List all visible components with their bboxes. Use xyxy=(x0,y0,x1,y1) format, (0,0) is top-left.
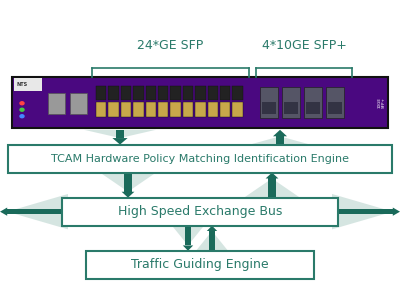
Polygon shape xyxy=(124,173,132,192)
Polygon shape xyxy=(172,226,204,245)
FancyBboxPatch shape xyxy=(62,198,338,226)
Text: High Speed Exchange Bus: High Speed Exchange Bus xyxy=(118,205,282,218)
Polygon shape xyxy=(250,136,310,145)
Bar xyxy=(304,87,322,118)
Polygon shape xyxy=(122,192,134,198)
Bar xyxy=(170,86,181,100)
Bar xyxy=(262,102,276,114)
Bar xyxy=(260,87,278,118)
Polygon shape xyxy=(7,209,68,214)
Bar xyxy=(96,102,106,117)
Text: 4*10GE SFP+: 4*10GE SFP+ xyxy=(262,39,346,52)
Text: TCAM Hardware Policy Matching Identification Engine: TCAM Hardware Policy Matching Identifica… xyxy=(51,154,349,163)
Polygon shape xyxy=(0,208,7,216)
Bar xyxy=(121,86,131,100)
Text: NTS: NTS xyxy=(17,82,28,87)
Bar xyxy=(121,102,131,117)
Polygon shape xyxy=(393,208,400,216)
Text: Traffic Guiding Engine: Traffic Guiding Engine xyxy=(131,258,269,271)
Bar xyxy=(183,102,193,117)
Polygon shape xyxy=(207,226,217,231)
Polygon shape xyxy=(185,226,191,245)
Bar xyxy=(195,102,206,117)
Circle shape xyxy=(20,115,24,118)
Bar xyxy=(146,102,156,117)
Bar xyxy=(133,102,144,117)
Bar xyxy=(282,87,300,118)
Bar xyxy=(195,86,206,100)
Polygon shape xyxy=(112,138,128,145)
Bar xyxy=(220,102,230,117)
Bar xyxy=(96,86,106,100)
Polygon shape xyxy=(266,173,278,178)
Bar xyxy=(170,102,181,117)
FancyBboxPatch shape xyxy=(8,145,392,173)
Bar xyxy=(232,86,243,100)
Bar xyxy=(108,86,119,100)
Bar xyxy=(158,102,168,117)
Polygon shape xyxy=(183,245,193,251)
Polygon shape xyxy=(268,178,276,198)
FancyBboxPatch shape xyxy=(86,251,314,279)
Polygon shape xyxy=(244,178,300,198)
FancyBboxPatch shape xyxy=(12,77,388,128)
Bar xyxy=(183,86,193,100)
Polygon shape xyxy=(209,231,215,251)
Bar xyxy=(158,86,168,100)
Bar xyxy=(48,93,65,114)
Polygon shape xyxy=(100,173,156,192)
Circle shape xyxy=(20,108,24,111)
Bar xyxy=(70,93,87,114)
Bar xyxy=(208,86,218,100)
Bar xyxy=(133,86,144,100)
Polygon shape xyxy=(84,130,156,138)
Bar xyxy=(108,102,119,117)
Bar xyxy=(146,86,156,100)
Bar xyxy=(220,86,230,100)
Polygon shape xyxy=(196,231,228,251)
Circle shape xyxy=(20,102,24,105)
Bar xyxy=(232,102,243,117)
Polygon shape xyxy=(273,130,287,136)
Bar xyxy=(328,102,342,114)
Bar xyxy=(208,102,218,117)
Text: 24*GE SFP: 24*GE SFP xyxy=(137,39,204,52)
Polygon shape xyxy=(7,194,68,230)
Bar xyxy=(306,102,320,114)
Polygon shape xyxy=(276,136,284,145)
Bar xyxy=(284,102,298,114)
Bar xyxy=(14,78,42,91)
Polygon shape xyxy=(116,130,124,138)
Polygon shape xyxy=(332,209,393,214)
Text: 10GE
SFP+: 10GE SFP+ xyxy=(378,97,386,108)
Bar xyxy=(326,87,344,118)
Polygon shape xyxy=(332,194,393,230)
